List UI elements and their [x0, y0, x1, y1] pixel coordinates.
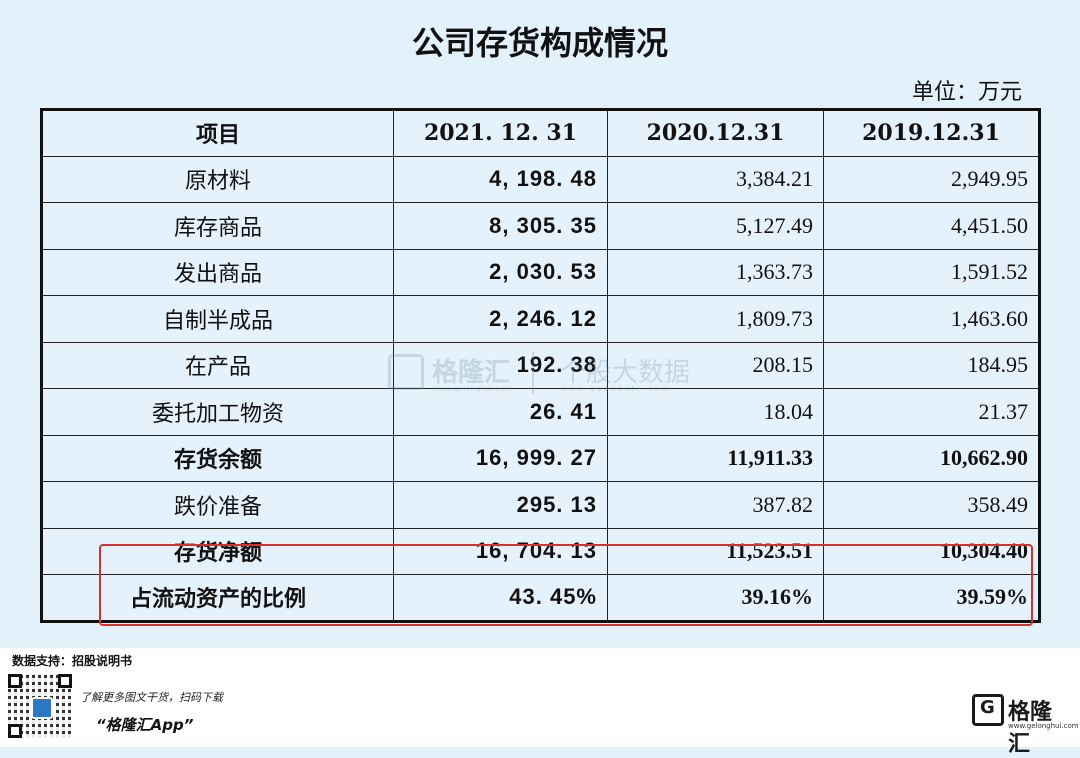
row-item: 委托加工物资	[41, 388, 394, 436]
cell-2019: 4,451.50	[823, 202, 1040, 250]
inventory-table: 项目 2021. 12. 31 2020.12.31 2019.12.31 原材…	[40, 108, 1041, 623]
table-header-row: 项目 2021. 12. 31 2020.12.31 2019.12.31	[41, 109, 1040, 157]
table-row: 自制半成品 2, 246. 12 1,809.73 1,463.60	[41, 295, 1040, 343]
cell-2020: 11,911.33	[607, 434, 824, 482]
cell-2019: 358.49	[823, 481, 1040, 529]
cell-2019: 10,304.40	[823, 527, 1040, 575]
cell-2019: 21.37	[823, 388, 1040, 436]
row-item: 在产品	[41, 341, 394, 389]
g-letter-icon: G	[980, 697, 995, 718]
qr-app-logo-icon	[31, 697, 53, 719]
cell-2020: 39.16%	[607, 574, 824, 622]
brand-logo: G 格隆汇 www.gelonghui.com	[972, 694, 1079, 757]
logo-url: www.gelonghui.com	[1008, 722, 1079, 730]
row-item: 占流动资产的比例	[41, 574, 394, 622]
cell-2021: 26. 41	[393, 388, 608, 436]
unit-label: 单位：万元	[911, 80, 1022, 105]
header-item: 项目	[41, 109, 394, 157]
cell-2019: 39.59%	[823, 574, 1040, 622]
table-row: 占流动资产的比例 43. 45% 39.16% 39.59%	[41, 574, 1040, 622]
cell-2019: 10,662.90	[823, 434, 1040, 482]
table-row: 库存商品 8, 305. 35 5,127.49 4,451.50	[41, 202, 1040, 250]
table-row: 存货净额 16, 704. 13 11,523.51 10,304.40	[41, 527, 1040, 575]
qr-finder-icon	[8, 674, 22, 688]
cell-2019: 1,591.52	[823, 248, 1040, 296]
row-item: 自制半成品	[41, 295, 394, 343]
cell-2021: 16, 999. 27	[393, 434, 608, 482]
cell-2020: 11,523.51	[607, 527, 824, 575]
cell-2020: 5,127.49	[607, 202, 824, 250]
cell-2020: 3,384.21	[607, 155, 824, 203]
row-item: 存货余额	[41, 434, 394, 482]
cell-2021: 2, 246. 12	[393, 295, 608, 343]
cell-2020: 18.04	[607, 388, 824, 436]
cell-2021: 2, 030. 53	[393, 248, 608, 296]
table-row: 存货余额 16, 999. 27 11,911.33 10,662.90	[41, 434, 1040, 482]
row-item: 原材料	[41, 155, 394, 203]
qr-finder-icon	[8, 724, 22, 738]
cell-2019: 1,463.60	[823, 295, 1040, 343]
cell-2021: 8, 305. 35	[393, 202, 608, 250]
gelonghui-g-icon	[972, 694, 1004, 726]
table-row: 发出商品 2, 030. 53 1,363.73 1,591.52	[41, 248, 1040, 296]
cell-2019: 184.95	[823, 341, 1040, 389]
header-2021: 2021. 12. 31	[393, 109, 608, 157]
cell-2020: 1,363.73	[607, 248, 824, 296]
cell-2020: 1,809.73	[607, 295, 824, 343]
footer	[0, 648, 1080, 747]
promo-text: 了解更多图文干货，扫码下载	[80, 691, 223, 704]
cell-2021: 295. 13	[393, 481, 608, 529]
app-name: “格隆汇App”	[96, 716, 194, 734]
row-item: 库存商品	[41, 202, 394, 250]
cell-2020: 387.82	[607, 481, 824, 529]
header-2020: 2020.12.31	[607, 109, 824, 157]
table-row: 跌价准备 295. 13 387.82 358.49	[41, 481, 1040, 529]
table-row: 原材料 4, 198. 48 3,384.21 2,949.95	[41, 155, 1040, 203]
row-item: 发出商品	[41, 248, 394, 296]
cell-2020: 208.15	[607, 341, 824, 389]
table-row: 委托加工物资 26. 41 18.04 21.37	[41, 388, 1040, 436]
cell-2021: 4, 198. 48	[393, 155, 608, 203]
qr-finder-icon	[58, 674, 72, 688]
page-title: 公司存货构成情况	[411, 24, 668, 62]
cell-2021: 192. 38	[393, 341, 608, 389]
row-item: 存货净额	[41, 527, 394, 575]
cell-2021: 43. 45%	[393, 574, 608, 622]
data-source: 数据支持：招股说明书	[12, 654, 133, 668]
table-row: 在产品 192. 38 208.15 184.95	[41, 341, 1040, 389]
row-item: 跌价准备	[41, 481, 394, 529]
cell-2021: 16, 704. 13	[393, 527, 608, 575]
cell-2019: 2,949.95	[823, 155, 1040, 203]
header-2019: 2019.12.31	[823, 109, 1040, 157]
